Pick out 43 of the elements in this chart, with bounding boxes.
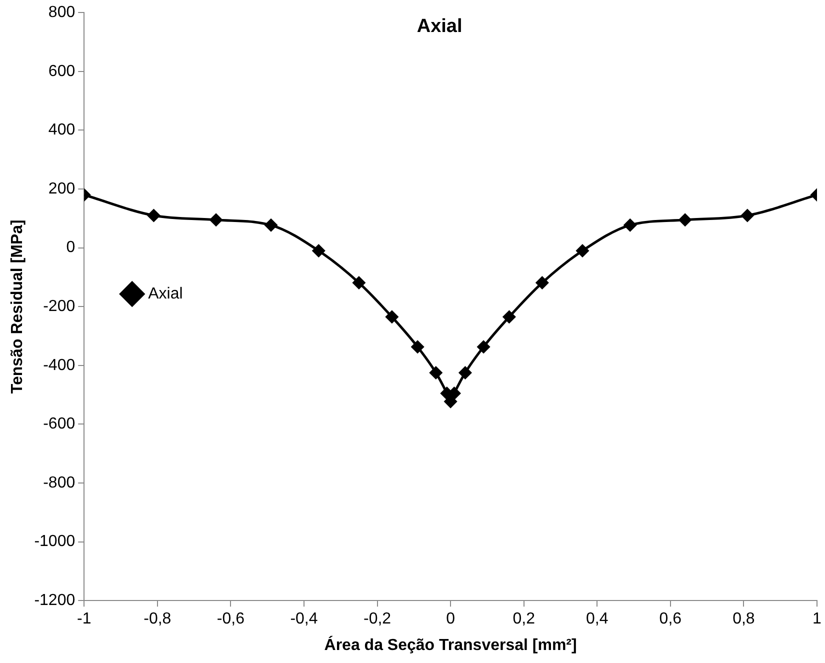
x-tick-label: -0,6 xyxy=(216,610,245,628)
y-tick-label: -1000 xyxy=(34,533,76,550)
x-tick-label: 0 xyxy=(446,610,456,628)
x-tick-label: 0,2 xyxy=(512,610,536,628)
point xyxy=(458,366,472,379)
y-tick-label: 600 xyxy=(48,62,76,80)
point xyxy=(536,276,548,290)
point xyxy=(624,218,636,232)
point xyxy=(430,366,442,379)
point xyxy=(502,310,516,324)
y-tick-label: 200 xyxy=(48,180,76,198)
chart-title: Axial xyxy=(416,16,462,37)
y-tick-label: -1200 xyxy=(34,592,76,610)
x-tick-label: -0,2 xyxy=(363,610,392,628)
y-tick-label: -200 xyxy=(43,298,76,316)
y-tick-label: -800 xyxy=(43,474,76,492)
x-tick-label: 0,6 xyxy=(659,610,682,628)
point xyxy=(352,276,366,290)
y-tick-label: -600 xyxy=(43,416,76,433)
legend-label: Axial xyxy=(148,285,183,302)
point xyxy=(386,310,398,324)
x-axis-title: Área da Seção Transversal [mm²] xyxy=(324,634,577,654)
x-tick-label: 0,4 xyxy=(586,610,608,628)
y-tick-label: 800 xyxy=(48,4,76,22)
x-tick-label: -1 xyxy=(77,610,92,628)
point xyxy=(312,244,325,257)
point xyxy=(444,395,457,408)
point xyxy=(576,244,589,257)
y-tick-label: 400 xyxy=(48,122,76,139)
y-tick-label: 0 xyxy=(66,239,76,256)
point xyxy=(741,209,754,222)
x-tick-label: 0,8 xyxy=(732,610,755,628)
x-tick-label: 1 xyxy=(812,610,822,628)
x-tick-label: -0,8 xyxy=(144,610,172,628)
point xyxy=(411,340,424,354)
point xyxy=(264,218,278,232)
point xyxy=(147,209,160,222)
y-tick-label: -400 xyxy=(43,356,76,374)
point xyxy=(477,340,490,354)
point xyxy=(210,214,222,226)
y-axis-title: Tensão Residual [MPa] xyxy=(9,220,26,394)
point xyxy=(678,214,692,226)
x-tick-label: -0,4 xyxy=(290,610,318,628)
